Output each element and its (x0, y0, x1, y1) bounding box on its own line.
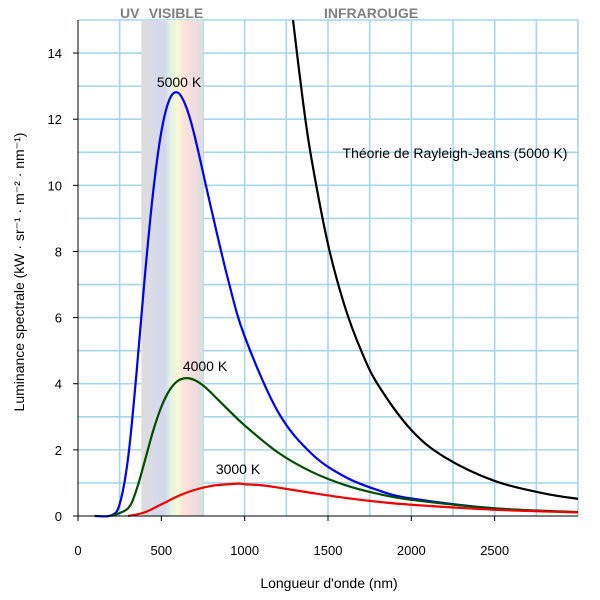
x-tick-label: 0 (74, 543, 81, 558)
annotations: UV VISIBLE INFRAROUGE 5000 K 4000 K 3000 K Thé… (120, 5, 567, 477)
series-label: 3000 K (216, 461, 261, 477)
x-tick-label: 1500 (314, 543, 343, 558)
x-tick-label: 1000 (230, 543, 259, 558)
y-tick-label: 4 (55, 377, 62, 392)
y-tick-label: 0 (55, 509, 62, 524)
series-line (110, 377, 579, 518)
x-tick-label: 500 (150, 543, 172, 558)
x-tick-label: 2500 (480, 543, 509, 558)
series-label: Théorie de Rayleigh-Jeans (5000 K) (343, 145, 568, 161)
y-tick-label: 14 (48, 46, 62, 61)
x-tick-label: 2000 (397, 543, 426, 558)
axes: 0 500 1000 1500 2000 2500 0 2 4 6 8 10 12 14 (48, 20, 578, 558)
series-label: 5000 K (157, 74, 202, 90)
region-label: VISIBLE (149, 5, 203, 21)
y-tick-label: 10 (48, 178, 62, 193)
grid (78, 19, 579, 516)
region-label: UV (120, 5, 140, 21)
y-tick-label: 2 (55, 443, 62, 458)
region-label: INFRAROUGE (324, 5, 418, 21)
y-tick-label: 6 (55, 311, 62, 326)
y-tick-label: 12 (48, 112, 62, 127)
series-line (94, 91, 579, 518)
x-axis-title: Longueur d'onde (nm) (260, 575, 397, 591)
series-label: 4000 K (183, 358, 228, 374)
y-tick-label: 8 (55, 244, 62, 259)
series-lines (94, 19, 579, 518)
series-line (291, 19, 579, 500)
series-line (127, 482, 579, 518)
y-axis-title: Luminance spectrale (kW · sr⁻¹ · m⁻² · n… (11, 133, 27, 412)
